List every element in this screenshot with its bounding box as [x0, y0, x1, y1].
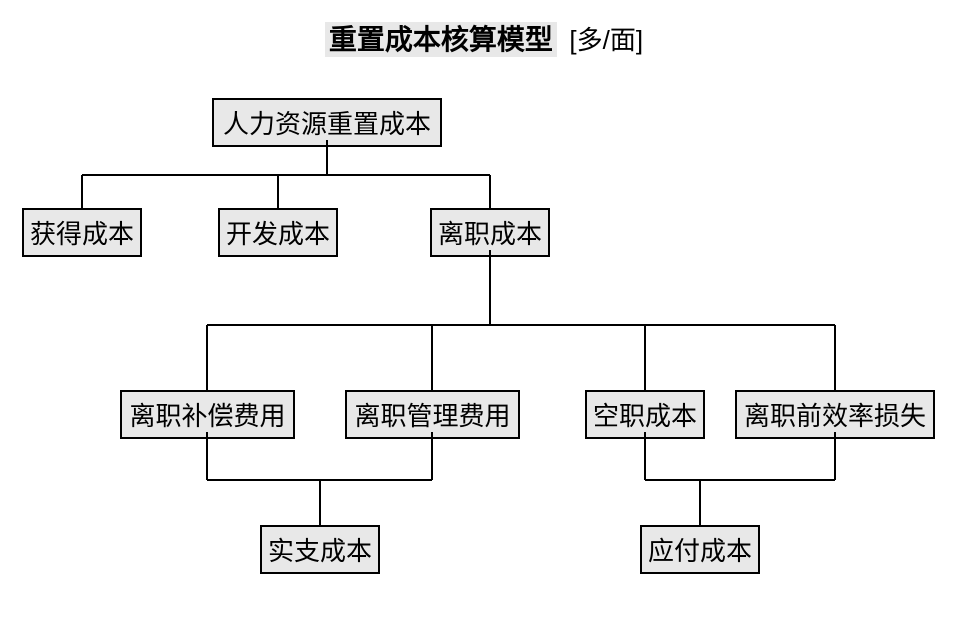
node-label: 离职补偿费用: [129, 401, 285, 431]
node-label: 应付成本: [648, 536, 752, 566]
node-label: 开发成本: [226, 219, 330, 249]
node-compensation-expense: 离职补偿费用: [120, 390, 295, 439]
node-management-expense: 离职管理费用: [345, 390, 520, 439]
node-efficiency-loss: 离职前效率损失: [735, 390, 935, 439]
node-separation-cost: 离职成本: [430, 208, 550, 257]
node-payable-cost: 应付成本: [640, 525, 760, 574]
node-label: 获得成本: [30, 219, 134, 249]
node-development-cost: 开发成本: [218, 208, 338, 257]
node-label: 离职管理费用: [354, 401, 510, 431]
node-label: 实支成本: [268, 536, 372, 566]
node-label: 离职前效率损失: [744, 401, 926, 431]
node-label: 人力资源重置成本: [223, 109, 431, 139]
diagram-subtitle: [多/面]: [569, 25, 643, 55]
node-label: 空职成本: [593, 401, 697, 431]
diagram-title-area: 重置成本核算模型 [多/面]: [0, 18, 968, 58]
node-label: 离职成本: [438, 219, 542, 249]
node-acquisition-cost: 获得成本: [22, 208, 142, 257]
node-actual-cost: 实支成本: [260, 525, 380, 574]
connector-lines: [0, 0, 968, 633]
diagram-title: 重置成本核算模型: [325, 22, 557, 57]
node-vacancy-cost: 空职成本: [585, 390, 705, 439]
node-root: 人力资源重置成本: [212, 98, 442, 147]
